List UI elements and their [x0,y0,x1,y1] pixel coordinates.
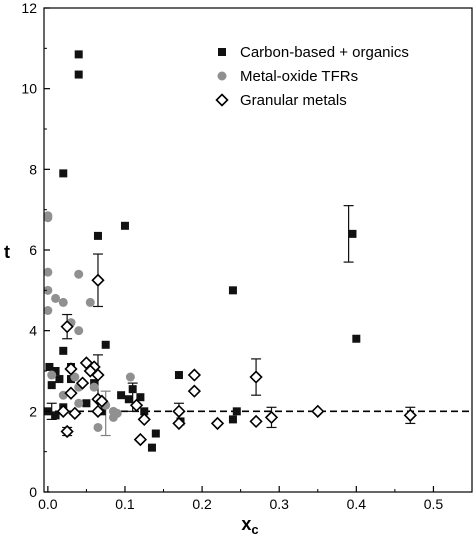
metal-oxide-point [51,293,61,303]
y-tick-label: 6 [29,242,37,258]
carbon-organics-point [101,340,110,349]
granular-metal-point [133,432,148,447]
granular-metal-point [264,410,279,425]
carbon-organics-point [228,286,237,295]
granular-metal-point [172,416,186,431]
x-tick-label: 0.4 [347,496,367,512]
granular-metal-point [91,368,105,382]
legend: Carbon-based + organics Metal-oxide TFRs G… [215,44,409,109]
carbon-organics-point [228,415,237,424]
carbon-organics-point [136,393,145,402]
granular-metal-point [56,404,70,418]
granular-metal-point [64,362,78,376]
granular-metal-point [210,416,225,431]
carbon-organics-point [59,346,68,355]
metal-oxide-point [89,382,99,392]
granular-metal-point [137,412,151,427]
y-axis-label: t [4,242,10,262]
metal-oxide-point [74,269,84,279]
y-tick-label: 2 [29,403,37,419]
granular-metal-point [249,414,263,429]
x-axis-label-subscript: c [251,522,258,537]
carbon-organics-point [51,367,60,375]
carbon-organics-point [74,50,83,59]
granular-metal-point [187,384,202,398]
carbon-organics-point [151,429,160,438]
metal-oxide-point [125,372,135,382]
x-tick-label: 0.0 [38,496,58,512]
granular-metal-point [91,404,105,418]
legend-label: Carbon-based + organics [240,44,409,61]
carbon-organics-point [140,407,149,416]
x-tick-label: 0.3 [269,496,289,512]
carbon-organics-point [59,169,68,178]
y-tick-label: 10 [21,81,37,97]
metal-oxide-point [43,285,53,295]
x-tick-label: 0.2 [192,496,212,512]
metal-oxide-point [70,372,80,382]
carbon-organics-point [93,231,102,240]
y-tick-label: 8 [29,161,37,177]
legend-label: Metal-oxide TFRs [240,68,358,85]
granular-metal-point [60,424,74,439]
x-axis-label-main: x [241,514,251,534]
carbon-organics-point [74,70,83,79]
metal-oxide-point [74,326,84,336]
x-tick-label: 0.1 [115,496,135,512]
x-axis-label: xc [241,514,258,537]
x-axis-ticks: 0.0 0.1 0.2 0.3 0.4 0.5 [38,486,443,512]
carbon-organics-point [117,391,126,400]
granular-metal-point [311,404,325,418]
carbon-organics-point [51,411,60,420]
carbon-organics-point [55,375,64,384]
metal-oxide-point [43,306,53,315]
granular-metal-point [403,408,417,422]
x-tick-label: 0.5 [424,496,444,512]
legend-label: Granular metals [240,92,347,109]
carbon-organics-point [174,371,183,380]
carbon-organics-point [348,229,357,238]
metal-oxide-point [43,267,53,277]
metal-oxide-point [74,398,84,408]
carbon-organics-point [82,399,91,408]
carbon-organics-point [147,443,156,452]
granular-metal-point [75,376,90,390]
metal-oxide-point [43,213,53,223]
granular-metal-point [129,398,144,412]
y-tick-label: 0 [29,484,37,500]
granular-metal-point [187,368,202,382]
granular-metal-point [95,394,109,408]
y-tick-label: 12 [21,0,37,16]
granular-metal-point [60,320,74,334]
carbon-organics-point [47,381,56,390]
metal-oxide-point [85,297,95,307]
data-points-layer [43,50,417,452]
metal-oxide-point [93,422,103,432]
granular-metal-point [64,386,78,400]
carbon-organics-point [128,385,137,394]
metal-oxide-point [108,412,118,422]
granular-metal-point [68,406,82,420]
granular-metal-point [91,273,105,287]
carbon-organics-point [120,221,129,230]
legend-square-marker [218,48,226,56]
granular-metal-point [249,370,263,384]
carbon-organics-point [45,362,54,371]
y-axis-ticks: 0 2 4 6 8 10 12 [21,0,50,500]
carbon-organics-point [232,407,241,416]
legend-circle-marker [217,71,227,81]
carbon-organics-point [352,334,361,343]
carbon-organics-point [124,395,133,404]
y-tick-label: 4 [29,323,37,339]
legend-diamond-marker [215,93,229,107]
metal-oxide-point [47,370,57,380]
metal-oxide-point [58,297,68,307]
